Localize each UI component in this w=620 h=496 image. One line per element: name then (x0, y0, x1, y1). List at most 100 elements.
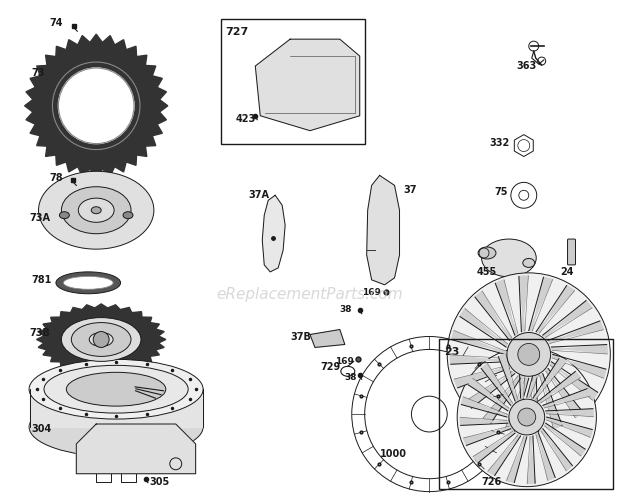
Polygon shape (538, 372, 580, 403)
Text: 75: 75 (494, 187, 507, 197)
Polygon shape (548, 321, 603, 343)
Ellipse shape (56, 272, 120, 294)
Ellipse shape (66, 372, 166, 406)
Polygon shape (495, 280, 518, 335)
Text: 38: 38 (345, 373, 357, 382)
Text: 169: 169 (335, 357, 354, 366)
Polygon shape (30, 389, 203, 427)
Polygon shape (542, 301, 592, 337)
Polygon shape (546, 417, 592, 437)
Text: 781: 781 (32, 275, 52, 285)
Polygon shape (464, 426, 511, 445)
Ellipse shape (61, 186, 131, 234)
Text: 23A: 23A (487, 432, 508, 442)
Ellipse shape (89, 332, 113, 346)
Polygon shape (552, 355, 606, 378)
Text: 1000: 1000 (379, 449, 407, 459)
Text: 37B: 37B (290, 332, 311, 343)
Text: 423: 423 (236, 114, 255, 124)
Circle shape (93, 331, 109, 347)
Polygon shape (483, 376, 521, 423)
Circle shape (518, 408, 536, 426)
Polygon shape (546, 369, 583, 418)
Polygon shape (529, 377, 539, 433)
Polygon shape (37, 304, 166, 375)
Ellipse shape (123, 212, 133, 219)
Ellipse shape (61, 317, 141, 362)
Polygon shape (481, 364, 513, 405)
Polygon shape (540, 373, 562, 429)
Polygon shape (498, 354, 518, 401)
Ellipse shape (482, 239, 536, 277)
Text: 726: 726 (481, 477, 502, 487)
Polygon shape (551, 345, 608, 354)
Text: 74: 74 (50, 18, 63, 28)
Circle shape (507, 332, 551, 376)
Text: eReplacementParts.com: eReplacementParts.com (216, 287, 404, 302)
FancyBboxPatch shape (567, 239, 575, 265)
Ellipse shape (44, 366, 188, 413)
Polygon shape (518, 351, 526, 398)
Polygon shape (310, 329, 345, 347)
Polygon shape (546, 409, 593, 417)
Text: 23: 23 (445, 347, 459, 358)
Text: 727: 727 (226, 27, 249, 37)
Polygon shape (460, 418, 508, 426)
Polygon shape (450, 355, 506, 364)
Polygon shape (527, 436, 535, 484)
Circle shape (509, 399, 545, 435)
Text: 73: 73 (32, 68, 45, 78)
Text: 304: 304 (32, 424, 52, 434)
Ellipse shape (29, 360, 203, 419)
Polygon shape (519, 276, 528, 332)
Polygon shape (76, 424, 196, 474)
Polygon shape (543, 389, 590, 408)
Ellipse shape (523, 258, 534, 267)
Polygon shape (529, 277, 552, 331)
Polygon shape (536, 433, 555, 480)
Ellipse shape (91, 207, 101, 214)
Circle shape (457, 347, 596, 487)
Polygon shape (262, 195, 285, 272)
Polygon shape (488, 435, 521, 476)
Text: 305: 305 (149, 477, 169, 487)
Polygon shape (460, 309, 507, 347)
Text: 37: 37 (404, 186, 417, 195)
Polygon shape (451, 330, 505, 355)
Ellipse shape (60, 212, 69, 219)
Polygon shape (533, 359, 565, 399)
Text: 455: 455 (477, 267, 497, 277)
Polygon shape (473, 431, 515, 463)
Text: 38: 38 (340, 305, 352, 314)
Circle shape (447, 273, 610, 436)
Polygon shape (505, 378, 529, 432)
Polygon shape (544, 423, 585, 456)
Text: 73B: 73B (30, 327, 50, 337)
Polygon shape (468, 378, 509, 411)
Ellipse shape (71, 322, 131, 357)
Text: 729: 729 (320, 362, 340, 372)
Polygon shape (541, 429, 572, 471)
Circle shape (518, 343, 539, 366)
Ellipse shape (63, 276, 113, 289)
Ellipse shape (478, 247, 496, 259)
Text: 73A: 73A (30, 213, 51, 223)
Polygon shape (536, 286, 575, 333)
Circle shape (58, 68, 134, 143)
Polygon shape (527, 352, 547, 397)
Polygon shape (25, 34, 168, 178)
Ellipse shape (38, 171, 154, 249)
Polygon shape (454, 366, 510, 388)
Ellipse shape (29, 397, 203, 457)
Polygon shape (255, 39, 360, 130)
Ellipse shape (78, 198, 114, 222)
Text: 169: 169 (361, 288, 381, 297)
Text: 78: 78 (50, 174, 63, 184)
Polygon shape (550, 362, 598, 400)
Text: 332: 332 (489, 137, 509, 148)
Polygon shape (466, 372, 515, 408)
Text: 37A: 37A (249, 190, 269, 200)
Polygon shape (475, 291, 512, 340)
Polygon shape (366, 176, 399, 285)
Polygon shape (461, 397, 507, 417)
